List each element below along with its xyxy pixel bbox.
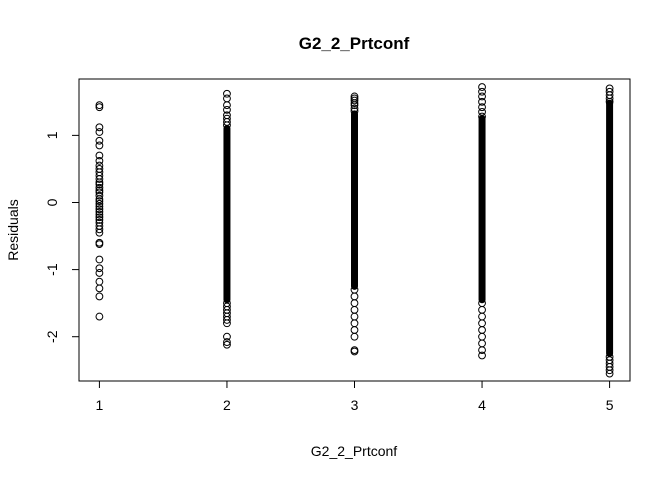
data-point [478, 312, 486, 321]
data-point [478, 346, 486, 355]
data-point [350, 96, 359, 105]
data-point [223, 319, 231, 328]
data-point [605, 97, 614, 106]
x-axis: 1 2 3 4 5 [96, 380, 614, 413]
data-point [478, 319, 486, 328]
data-point [95, 101, 104, 110]
data-point [95, 292, 104, 301]
data-point [95, 312, 104, 321]
data-point [478, 339, 486, 348]
data-point [95, 103, 104, 112]
data-point [95, 195, 104, 204]
data-point [478, 326, 486, 334]
data-point [95, 136, 104, 145]
data-point [223, 105, 231, 114]
data-point [478, 83, 486, 91]
x-tick-label: 2 [223, 397, 231, 413]
data-point [95, 156, 104, 165]
data-point [95, 213, 104, 222]
data-point [223, 332, 231, 341]
data-point [95, 269, 104, 277]
data-point [350, 104, 359, 113]
x-tick-label: 1 [96, 397, 104, 413]
data-point [350, 101, 359, 110]
data-point [95, 202, 104, 211]
data-points [95, 83, 614, 378]
data-point [350, 299, 359, 308]
data-point [95, 123, 104, 132]
data-point [223, 316, 231, 324]
data-point [95, 205, 104, 214]
chart-title: G2_2_Prtconf [299, 34, 410, 53]
x-tick-label: 5 [606, 397, 614, 413]
data-point [478, 92, 486, 101]
data-point [223, 94, 231, 103]
data-point [95, 225, 104, 234]
data-point [478, 332, 486, 341]
dense-point-band [223, 125, 231, 304]
data-point [350, 319, 359, 328]
data-point [95, 216, 104, 224]
data-point [350, 347, 359, 356]
data-point [478, 103, 486, 112]
dense-point-band [606, 99, 614, 357]
x-tick-label: 4 [478, 397, 486, 413]
dense-point-band [351, 110, 358, 290]
data-point [350, 326, 359, 334]
data-point [95, 178, 104, 187]
data-point [605, 366, 614, 375]
data-point [95, 284, 104, 293]
data-point [478, 305, 486, 314]
y-tick-label: -1 [44, 263, 60, 276]
data-point [350, 305, 359, 314]
y-tick-label: 1 [44, 131, 60, 139]
data-point [478, 351, 486, 360]
data-point [95, 186, 104, 195]
data-point [478, 112, 486, 121]
data-point [95, 151, 104, 160]
data-point [95, 264, 104, 273]
data-point [478, 107, 486, 116]
data-point [95, 199, 104, 208]
data-point [350, 332, 359, 341]
data-point [478, 97, 486, 106]
data-point [350, 292, 359, 301]
data-point [95, 228, 104, 237]
data-point [223, 101, 231, 110]
x-tick-label: 3 [351, 397, 359, 413]
data-point [605, 94, 614, 103]
data-point [223, 89, 231, 98]
data-point [95, 210, 104, 219]
data-point [95, 207, 104, 216]
y-axis: -2 -1 0 1 [44, 131, 80, 343]
data-point [95, 141, 104, 150]
data-point [95, 180, 104, 189]
y-tick-label: -2 [44, 330, 60, 343]
data-point [95, 277, 104, 286]
data-point [223, 121, 231, 130]
data-point [223, 340, 231, 349]
data-point [350, 312, 359, 321]
data-point [95, 197, 104, 206]
data-point [95, 128, 104, 136]
data-point [95, 183, 104, 192]
dense-point-band [478, 115, 486, 304]
data-point [350, 99, 359, 108]
data-point [95, 191, 104, 200]
data-point [223, 338, 231, 346]
data-point [350, 107, 359, 116]
y-tick-label: 0 [44, 198, 60, 206]
data-point [605, 369, 614, 378]
y-axis-label: Residuals [5, 199, 21, 260]
data-point [478, 87, 486, 96]
data-point [95, 255, 104, 264]
data-point [95, 240, 104, 248]
x-axis-label: G2_2_Prtconf [311, 443, 397, 459]
data-point [95, 175, 104, 183]
data-point [223, 118, 231, 126]
